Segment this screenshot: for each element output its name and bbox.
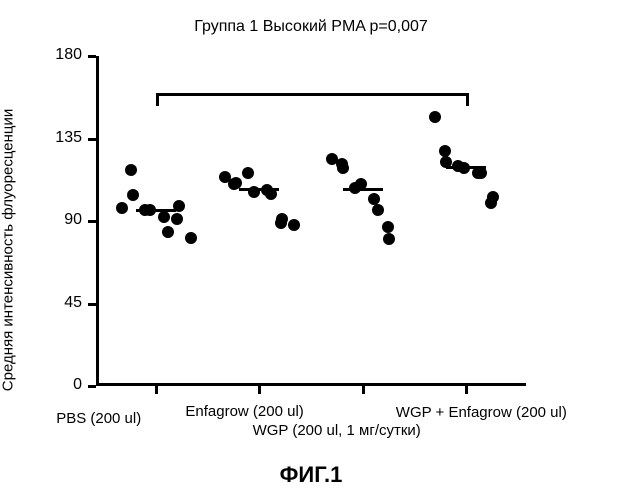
data-point	[162, 226, 174, 238]
y-tick-label: 180	[32, 46, 82, 64]
figure-caption: ФИГ.1	[0, 462, 622, 488]
x-axis-label: WGP (200 ul, 1 мг/сутки)	[253, 422, 421, 439]
median-line	[239, 188, 279, 191]
y-tick	[88, 303, 96, 306]
y-tick	[88, 220, 96, 223]
y-tick	[88, 385, 96, 388]
x-tick	[155, 386, 158, 394]
y-tick-label: 45	[32, 294, 82, 312]
data-point	[429, 111, 441, 123]
median-line	[446, 166, 486, 169]
data-point	[230, 177, 242, 189]
data-point	[158, 211, 170, 223]
x-tick	[258, 386, 261, 394]
x-tick	[465, 386, 468, 394]
x-axis-label: WGP + Enfagrow (200 ul)	[396, 404, 567, 421]
data-point	[127, 189, 139, 201]
data-point	[382, 221, 394, 233]
x-axis-label: PBS (200 ul)	[56, 410, 141, 427]
data-point	[116, 202, 128, 214]
significance-bracket	[156, 93, 466, 96]
x-axis-label: Enfagrow (200 ul)	[185, 403, 303, 420]
data-point	[337, 162, 349, 174]
significance-bracket	[156, 93, 159, 106]
y-axis-label: Средняя интенсивность флуоресценции	[0, 109, 17, 391]
median-line	[343, 188, 383, 191]
x-tick	[362, 386, 365, 394]
data-point	[185, 232, 197, 244]
data-point	[125, 164, 137, 176]
significance-bracket	[466, 93, 469, 106]
median-line	[136, 209, 176, 212]
y-tick-label: 90	[32, 211, 82, 229]
data-point	[288, 219, 300, 231]
y-axis	[96, 56, 99, 386]
y-tick	[88, 55, 96, 58]
plot-area: 04590135180	[96, 56, 526, 386]
data-point	[383, 233, 395, 245]
y-tick-label: 135	[32, 129, 82, 147]
y-tick-label: 0	[32, 376, 82, 394]
chart-title: Группа 1 Высокий PMA p=0,007	[0, 18, 622, 36]
data-point	[487, 191, 499, 203]
x-axis	[96, 383, 526, 386]
data-point	[171, 213, 183, 225]
y-tick	[88, 138, 96, 141]
data-point	[242, 167, 254, 179]
data-point	[372, 204, 384, 216]
